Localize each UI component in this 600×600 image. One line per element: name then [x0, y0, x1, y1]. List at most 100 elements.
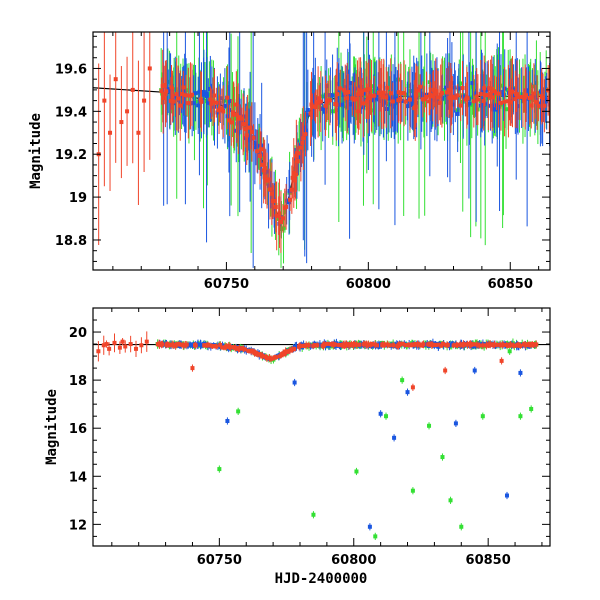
data-point — [529, 103, 534, 108]
data-point — [455, 93, 460, 98]
data-point — [327, 98, 332, 103]
data-point — [369, 93, 374, 98]
data-point — [193, 343, 198, 348]
data-point — [176, 96, 181, 101]
data-point — [101, 343, 106, 348]
data-point — [518, 343, 523, 348]
data-point — [324, 100, 329, 105]
data-point — [407, 97, 412, 102]
data-point — [107, 346, 112, 351]
data-point — [209, 89, 214, 94]
data-point — [474, 91, 479, 96]
data-point — [451, 102, 456, 107]
data-point — [227, 99, 232, 104]
data-point — [273, 204, 278, 209]
data-point — [128, 342, 133, 347]
data-point — [161, 96, 166, 101]
outlier-point — [480, 414, 485, 419]
data-point — [490, 95, 495, 100]
data-point — [523, 93, 528, 98]
data-point — [555, 87, 559, 91]
data-point — [298, 343, 303, 348]
data-point — [338, 86, 343, 91]
data-point — [252, 141, 257, 146]
data-point — [201, 89, 206, 94]
data-point — [276, 213, 281, 218]
data-point — [513, 97, 518, 102]
data-point — [538, 89, 543, 94]
data-point — [396, 90, 401, 95]
data-point — [328, 93, 333, 98]
data-point — [224, 344, 229, 349]
data-point — [467, 101, 472, 106]
data-point — [255, 149, 260, 154]
data-point — [193, 91, 198, 96]
data-point — [336, 89, 341, 94]
data-point — [340, 100, 345, 105]
y-tick-label: 16 — [69, 422, 87, 437]
data-point — [337, 98, 342, 103]
data-point — [421, 99, 426, 104]
data-point — [387, 343, 392, 348]
data-point — [479, 88, 484, 93]
data-point — [353, 97, 358, 102]
data-point — [229, 120, 234, 125]
data-point — [540, 95, 545, 100]
data-point — [292, 347, 297, 352]
data-point — [411, 95, 416, 100]
data-point — [171, 343, 176, 348]
data-point — [117, 345, 122, 350]
data-point — [186, 101, 191, 106]
y-tick-label: 18 — [69, 374, 87, 389]
data-point — [214, 100, 219, 105]
data-point — [219, 107, 224, 112]
data-point — [178, 83, 183, 88]
data-point — [392, 104, 397, 109]
data-point — [246, 348, 251, 353]
data-point — [431, 342, 436, 347]
data-point — [189, 92, 194, 97]
data-point — [450, 341, 455, 346]
data-point — [284, 204, 289, 209]
data-point — [436, 344, 441, 349]
data-point — [209, 101, 214, 106]
data-point — [214, 344, 219, 349]
data-point — [208, 97, 213, 102]
data-point — [386, 101, 391, 106]
outlier-point — [518, 370, 523, 375]
series-r — [96, 331, 539, 391]
data-point — [320, 106, 325, 111]
data-point — [234, 102, 239, 107]
data-point — [255, 143, 260, 148]
bottom-ticks — [93, 307, 550, 546]
data-point — [332, 92, 337, 97]
data-point — [147, 66, 152, 71]
data-point — [453, 95, 458, 100]
data-point — [207, 343, 212, 348]
data-point — [474, 342, 479, 347]
data-point — [199, 99, 204, 104]
data-point — [332, 342, 337, 347]
data-point — [557, 97, 561, 101]
bottom-panel: 60750 60800 60850 12 14 16 18 20 Magnitude HJD-… — [44, 307, 551, 587]
data-point — [257, 153, 262, 158]
outlier-point — [410, 488, 415, 493]
data-point — [445, 343, 450, 348]
data-point — [281, 226, 286, 231]
data-point — [458, 103, 463, 108]
data-point — [176, 341, 181, 346]
data-point — [434, 89, 439, 94]
bottom-y-axis-title: Magnitude — [44, 389, 60, 465]
data-point — [159, 89, 164, 94]
data-point — [357, 342, 362, 347]
data-point — [348, 81, 353, 86]
series-b — [157, 338, 537, 531]
x-tick-label: 60800 — [331, 553, 376, 568]
series-g — [159, 32, 561, 268]
data-point — [113, 77, 118, 82]
data-point — [553, 100, 557, 104]
data-point — [436, 95, 441, 100]
data-point — [173, 343, 178, 348]
data-point — [285, 349, 290, 354]
data-point — [518, 92, 523, 97]
